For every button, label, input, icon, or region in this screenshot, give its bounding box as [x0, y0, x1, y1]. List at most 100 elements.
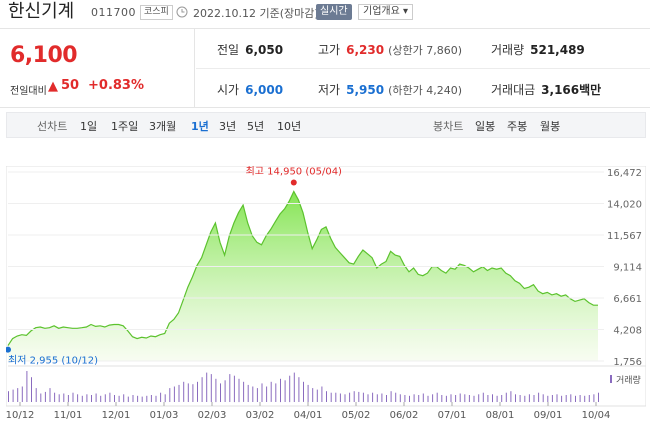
volume-bar: [35, 388, 37, 402]
volume-bar: [40, 393, 42, 402]
candle-monthly[interactable]: 월봉: [540, 120, 561, 133]
volume-bar: [390, 391, 392, 402]
volume-bar: [164, 394, 166, 403]
volume-bar: [210, 374, 212, 402]
volume-bar: [206, 372, 208, 402]
volume-bar: [63, 393, 65, 402]
volume-bar: [464, 394, 466, 403]
volume-bar: [584, 395, 586, 402]
volume-bar: [280, 378, 281, 403]
current-price-panel: 6,100 전일대비 ▲ 50 +0.83%: [0, 29, 195, 107]
volume-bar: [266, 386, 268, 402]
volume-bar: [409, 395, 410, 402]
x-tick-label: 04/01: [294, 410, 323, 421]
volume-bar: [588, 395, 590, 402]
volume-bar: [492, 394, 493, 403]
stat-sub: (하한가 4,240): [388, 84, 462, 97]
volume-bar: [339, 393, 341, 402]
change-percent: +0.83%: [88, 78, 144, 93]
stat-label: 고가: [318, 43, 341, 57]
stat-label: 저가: [318, 83, 341, 97]
volume-bar: [561, 395, 563, 402]
price-chart-svg: 16,472 14,020 11,567 9,114 6,661 4,208 1,756 거…: [5, 165, 647, 421]
period-1d[interactable]: 1일: [80, 120, 98, 133]
y-tick-label: 1,756: [613, 357, 642, 368]
volume-bar: [316, 389, 318, 402]
volume-bar: [551, 395, 553, 402]
period-3m[interactable]: 3개월: [149, 120, 177, 133]
period-5y[interactable]: 5년: [247, 120, 265, 133]
volume-bar: [215, 378, 217, 403]
period-3y[interactable]: 3년: [219, 120, 237, 133]
price-line: [7, 190, 598, 346]
stat-value: 3,166: [541, 83, 580, 97]
volume-bar: [519, 395, 521, 402]
volume-bar: [445, 395, 447, 402]
company-info-button[interactable]: 기업개요 ▾: [358, 4, 413, 20]
stat-value: 5,950: [346, 83, 385, 97]
volume-bar: [238, 378, 240, 403]
volume-bar: [31, 377, 32, 402]
volume-bar: [118, 395, 120, 402]
volume-bar: [123, 394, 125, 403]
volume-bar: [547, 395, 549, 402]
stat-value: 6,050: [245, 43, 284, 57]
volume-bar: [155, 395, 157, 402]
market-badge: 코스피: [140, 5, 173, 20]
x-tick-label: 03/02: [246, 410, 275, 421]
y-tick-label: 6,661: [613, 294, 642, 305]
stat-value: 6,230: [346, 43, 385, 57]
high-annotation: 최고 14,950 (05/04): [246, 166, 342, 178]
stock-name: 한신기계: [8, 1, 75, 22]
candle-weekly[interactable]: 주봉: [507, 120, 528, 133]
y-tick-label: 11,567: [607, 231, 642, 242]
stat-unit: 백만: [579, 83, 602, 97]
volume-bar: [160, 392, 162, 402]
stat-label: 전일: [217, 43, 240, 57]
x-tick-label: 10/12: [6, 410, 34, 421]
period-1w[interactable]: 1주일: [111, 120, 139, 133]
volume-bar: [95, 393, 97, 402]
volume-bar: [478, 394, 480, 403]
volume-bar: [197, 381, 198, 402]
x-tick-label: 10/04: [582, 410, 611, 421]
volume-bar: [510, 391, 512, 402]
volume-bar: [303, 381, 304, 402]
stat-label: 거래대금: [491, 83, 536, 97]
stats-divider: [196, 68, 650, 69]
volume-bar: [67, 395, 69, 402]
period-10y[interactable]: 10년: [277, 120, 302, 133]
volume-bar: [132, 395, 134, 402]
volume-bar: [58, 394, 60, 403]
volume-bar: [54, 392, 56, 402]
volume-bar: [12, 389, 14, 402]
volume-bar: [243, 381, 245, 402]
volume-bar: [247, 384, 249, 402]
volume-bar: [376, 394, 378, 403]
stat-value: 6,000: [245, 83, 284, 97]
volume-bar: [17, 388, 19, 402]
volume-bar: [598, 392, 599, 402]
volume-bar: [436, 392, 438, 402]
volume-bar: [432, 394, 434, 403]
up-arrow-icon: ▲: [48, 79, 58, 94]
volume-bar: [358, 391, 360, 402]
realtime-button[interactable]: 실시간: [316, 4, 352, 20]
volume-bar: [284, 380, 286, 402]
volume-bar: [104, 394, 106, 403]
volume-bar: [427, 395, 429, 402]
volume-bar: [201, 377, 203, 402]
volume-bar: [169, 388, 171, 402]
y-tick-label: 16,472: [607, 168, 642, 179]
period-1y[interactable]: 1년: [191, 120, 209, 133]
volume-bar: [220, 383, 221, 402]
stat-volume: 거래량 521,489: [491, 41, 585, 58]
volume-bar: [565, 395, 567, 402]
stat-low: 저가 5,950 (하한가 4,240): [318, 81, 462, 98]
volume-legend: 거래량: [616, 374, 641, 386]
volume-bar: [404, 395, 406, 402]
stat-label: 시가: [217, 83, 240, 97]
volume-bar: [256, 388, 258, 402]
candle-daily[interactable]: 일봉: [475, 120, 496, 133]
volume-bar: [330, 392, 332, 402]
